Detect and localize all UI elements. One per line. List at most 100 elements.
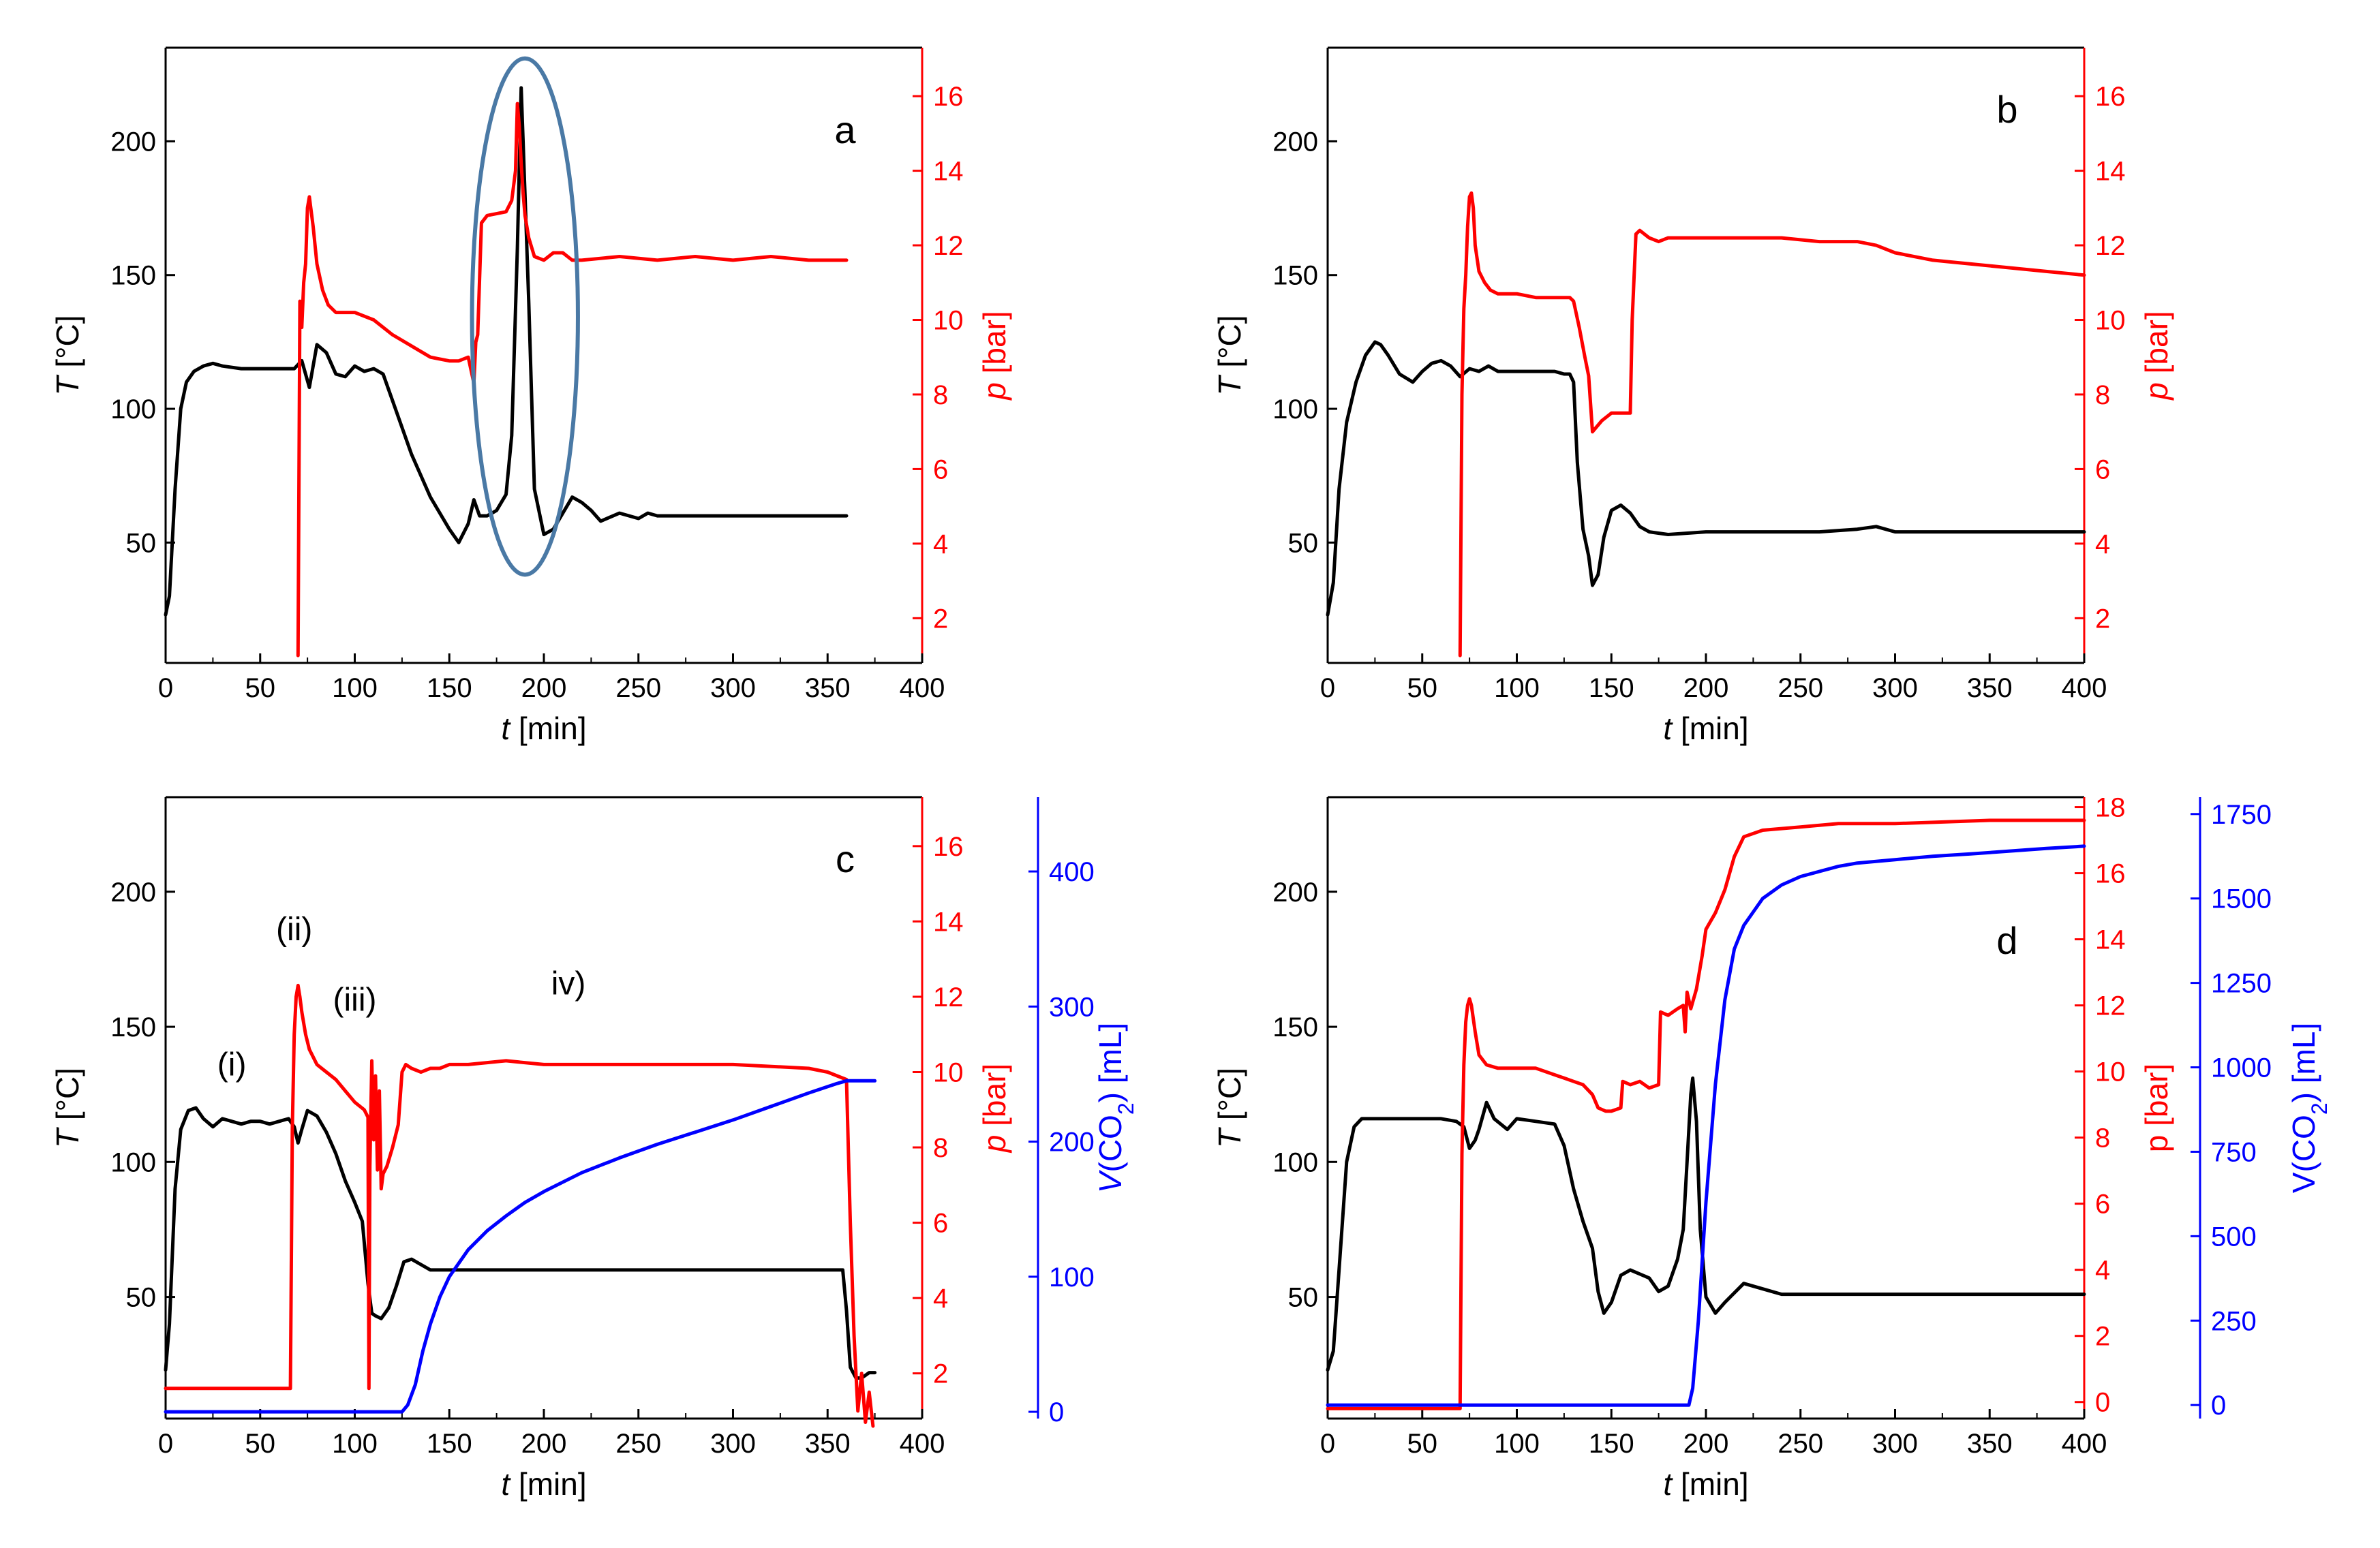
right2-axis-title: V(CO2) [mL] (1093, 1023, 1138, 1193)
right-tick-label: 2 (933, 604, 948, 634)
volume-series-line (1326, 844, 2086, 1407)
right-axis-title: p [bar] (977, 1064, 1012, 1154)
x-tick-label: 200 (521, 673, 567, 703)
x-axis-symbol: t (1663, 711, 1673, 746)
right-tick-label: 10 (2095, 306, 2126, 336)
x-axis-symbol: t (1663, 1466, 1673, 1502)
left-tick-label: 50 (1288, 1283, 1319, 1313)
right-tick-label: 6 (2095, 1190, 2110, 1220)
x-tick-label: 150 (1589, 673, 1634, 703)
right-tick-label: 10 (933, 1057, 964, 1087)
x-tick-label: 50 (245, 673, 276, 703)
right2-axis-post: ) [mL] (2286, 1023, 2321, 1103)
x-tick-label: 350 (1967, 1429, 2013, 1459)
pressure-series-line (1326, 818, 2086, 1410)
right-tick-label: 18 (2095, 793, 2126, 823)
right-tick-label: 4 (933, 529, 948, 559)
right-tick-label: 16 (933, 82, 964, 112)
x-tick-label: 50 (1407, 673, 1438, 703)
x-axis-unit: [min] (1672, 1466, 1748, 1502)
x-tick-label: 350 (805, 673, 851, 703)
left-axis-title: T [°C] (1212, 315, 1247, 395)
right2-tick-label: 750 (2211, 1137, 2257, 1167)
x-tick-label: 200 (1683, 673, 1729, 703)
right2-axis-sub: 2 (1114, 1102, 1138, 1115)
pressure-series-line (1458, 191, 2086, 657)
left-tick-label: 150 (110, 1012, 156, 1042)
right2-tick-label: 1500 (2211, 884, 2272, 914)
left-tick-label: 50 (126, 1283, 157, 1313)
left-axis-title: T [°C] (50, 1068, 85, 1148)
right-tick-label: 16 (2095, 859, 2126, 889)
x-tick-label: 250 (615, 1429, 661, 1459)
x-axis-unit: [min] (510, 1466, 586, 1502)
left-tick-label: 200 (110, 127, 156, 157)
right2-axis-post: ) [mL] (1093, 1023, 1128, 1103)
right-axis-symbol: p (2139, 1135, 2174, 1153)
left-tick-label: 200 (1272, 127, 1318, 157)
right2-axis-symbol: V (1093, 1169, 1128, 1193)
left-axis-unit: [°C] (50, 1068, 85, 1129)
right2-tick-label: 1000 (2211, 1053, 2272, 1083)
x-tick-label: 400 (2062, 673, 2107, 703)
x-tick-label: 100 (332, 1429, 378, 1459)
panel-c-chart: 0 50 100 150 200 250 300 350 4005010015020024681… (50, 796, 1138, 1502)
left-tick-label: 100 (110, 1147, 156, 1177)
right-tick-label: 14 (933, 907, 964, 937)
right-axis-symbol: p (2139, 382, 2174, 401)
right-tick-label: 16 (933, 832, 964, 862)
left-tick-label: 150 (1272, 261, 1318, 291)
left-axis-title: T [°C] (1212, 1068, 1247, 1148)
phase-annotation: iv) (551, 965, 586, 1002)
panel-d-chart: 0 50 100 150 200 250 300 350 4005010015020002468… (1212, 793, 2332, 1502)
x-axis-unit: [min] (1672, 711, 1748, 746)
right-tick-label: 4 (933, 1284, 948, 1314)
right-tick-label: 14 (933, 157, 964, 187)
x-tick-label: 0 (158, 1429, 173, 1459)
right-axis-symbol: p (977, 1135, 1012, 1154)
panel-b-chart: 0 50 100 150 200 250 300 350 400 50 100 150 200 2 4 6 8 1… (1212, 46, 2174, 746)
x-tick-label: 350 (1967, 673, 2013, 703)
x-tick-label: 50 (245, 1429, 276, 1459)
pressure-series-line (296, 102, 849, 657)
x-tick-label: 400 (900, 1429, 945, 1459)
temperature-series-line (1326, 1076, 2086, 1372)
x-axis-symbol: t (501, 1466, 511, 1502)
x-axis-title: t [min] (501, 711, 586, 746)
x-tick-label: 150 (427, 1429, 472, 1459)
x-tick-label: 50 (1407, 1429, 1438, 1459)
x-tick-label: 0 (1320, 1429, 1335, 1459)
left-axis-unit: [°C] (1212, 315, 1247, 376)
right2-axis-sub: 2 (2307, 1102, 2332, 1115)
x-axis-unit: [min] (510, 711, 586, 746)
right2-tick-label: 250 (2211, 1306, 2257, 1336)
right-axis-title: p [bar] (2139, 1064, 2174, 1152)
x-tick-label: 400 (2062, 1429, 2107, 1459)
x-tick-label: 200 (521, 1429, 567, 1459)
left-axis-symbol: T (1212, 375, 1247, 396)
right-axis-unit: [bar] (977, 311, 1012, 382)
right2-axis-title: V(CO2) [mL] (2286, 1023, 2332, 1193)
x-tick-label: 300 (1872, 1429, 1918, 1459)
x-tick-label: 300 (710, 673, 756, 703)
phase-annotation: (iii) (333, 982, 377, 1018)
highlight-ellipse (470, 56, 580, 577)
x-tick-label: 350 (805, 1429, 851, 1459)
right-tick-label: 12 (2095, 231, 2126, 261)
x-tick-label: 250 (1778, 673, 1823, 703)
x-tick-label: 200 (1683, 1429, 1729, 1459)
right-tick-label: 6 (2095, 454, 2110, 484)
right-tick-label: 12 (933, 982, 964, 1012)
x-tick-label: 100 (1494, 1429, 1540, 1459)
right2-tick-label: 1250 (2211, 969, 2272, 999)
right-tick-label: 4 (2095, 529, 2110, 559)
left-tick-label: 150 (110, 261, 156, 291)
right-tick-label: 0 (2095, 1388, 2110, 1418)
right-tick-label: 6 (933, 1209, 948, 1239)
right-tick-label: 8 (933, 380, 948, 410)
left-tick-label: 50 (1288, 528, 1319, 558)
x-axis-title: t [min] (501, 1466, 586, 1502)
x-tick-label: 300 (1872, 673, 1918, 703)
x-tick-label: 150 (427, 673, 472, 703)
